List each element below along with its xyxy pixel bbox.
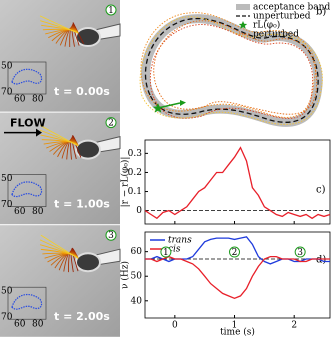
marker-circle — [105, 4, 117, 16]
inset-loop — [11, 181, 43, 198]
inset-tick-label: 80 — [32, 320, 44, 330]
frame: 60 80 50 70 t = 2.00s 3 — [0, 225, 121, 337]
x-tick-label: 2 — [291, 321, 297, 331]
inset-tick-label: 50 — [1, 287, 13, 297]
inset-tick-label: 70 — [1, 200, 13, 210]
time-label: t = 0.00s — [54, 85, 110, 98]
inset — [7, 61, 47, 95]
y-tick-label: 0.2 — [128, 168, 142, 178]
x-tick-label: 1 — [232, 321, 238, 331]
y-axis-label: |r − rL(φ₀)| — [120, 157, 131, 208]
legend-label: acceptance band — [253, 3, 330, 13]
inset-tick-label: 70 — [1, 88, 13, 98]
plot-frame — [144, 231, 331, 319]
inset-tick-label: 50 — [1, 62, 13, 72]
annotation-circle — [160, 246, 172, 258]
inset-tick-label: 60 — [14, 320, 26, 330]
inset-tick-label: 50 — [1, 174, 13, 184]
y-tick-label: 40 — [131, 296, 143, 306]
marker-number: 3 — [108, 231, 114, 241]
legend-label: trans — [168, 236, 192, 246]
annotation-circle — [294, 246, 306, 258]
data-line — [144, 146, 331, 220]
y-axis-label: ν (Hz) — [120, 261, 131, 289]
marker-number: 1 — [108, 6, 114, 16]
panel-label: b) — [316, 7, 326, 18]
legend-label: perturbed — [253, 30, 299, 40]
legend-label: cis — [168, 245, 181, 255]
annotation-text: 1 — [163, 248, 169, 258]
x-tick-label: 0 — [172, 321, 178, 331]
micrograph — [0, 112, 120, 225]
micrograph — [0, 225, 120, 337]
cell — [75, 27, 101, 47]
micrograph — [0, 0, 120, 112]
y-tick-label: 50 — [131, 272, 143, 282]
y-tick-label: 0.3 — [128, 149, 143, 159]
x-axis-label: time (s) — [220, 327, 255, 338]
flow-label: FLOW — [10, 117, 46, 130]
panel-label: c) — [316, 185, 326, 196]
inset — [7, 174, 47, 207]
time-label: t = 2.00s — [54, 310, 110, 323]
cell — [75, 139, 101, 160]
inset-tick-label: 80 — [32, 95, 44, 105]
panel-b-trajectory — [139, 4, 323, 127]
y-tick-label: 0 — [136, 206, 142, 216]
frame: 60 80 50 70 t = 0.00s 1 — [0, 0, 121, 112]
data-line — [145, 255, 330, 300]
inset-loop — [11, 68, 43, 85]
legend-label: rL(φ₀) — [253, 20, 280, 31]
frame: 60 80 50 70 t = 1.00s 2 FLOW — [0, 112, 121, 225]
cell — [75, 252, 101, 273]
plot-frame — [144, 139, 331, 225]
annotation-text: 3 — [297, 248, 303, 258]
y-tick-label: 60 — [131, 247, 143, 257]
annotation-text: 2 — [232, 248, 238, 258]
legend-label: unperturbed — [253, 12, 311, 22]
inset-loop — [11, 293, 43, 310]
inset-tick-label: 60 — [14, 95, 26, 105]
flow-arrowhead — [36, 128, 42, 137]
inset-tick-label: 80 — [32, 207, 44, 217]
marker-circle — [105, 229, 117, 241]
inset-tick-label: 70 — [1, 313, 13, 323]
inset — [7, 286, 47, 320]
annotation-circle — [229, 246, 241, 258]
inset-tick-label: 60 — [14, 207, 26, 217]
marker-circle — [105, 117, 117, 129]
y-tick-label: 0.1 — [128, 187, 142, 197]
time-label: t = 1.00s — [54, 198, 110, 211]
marker-number: 2 — [108, 119, 114, 129]
